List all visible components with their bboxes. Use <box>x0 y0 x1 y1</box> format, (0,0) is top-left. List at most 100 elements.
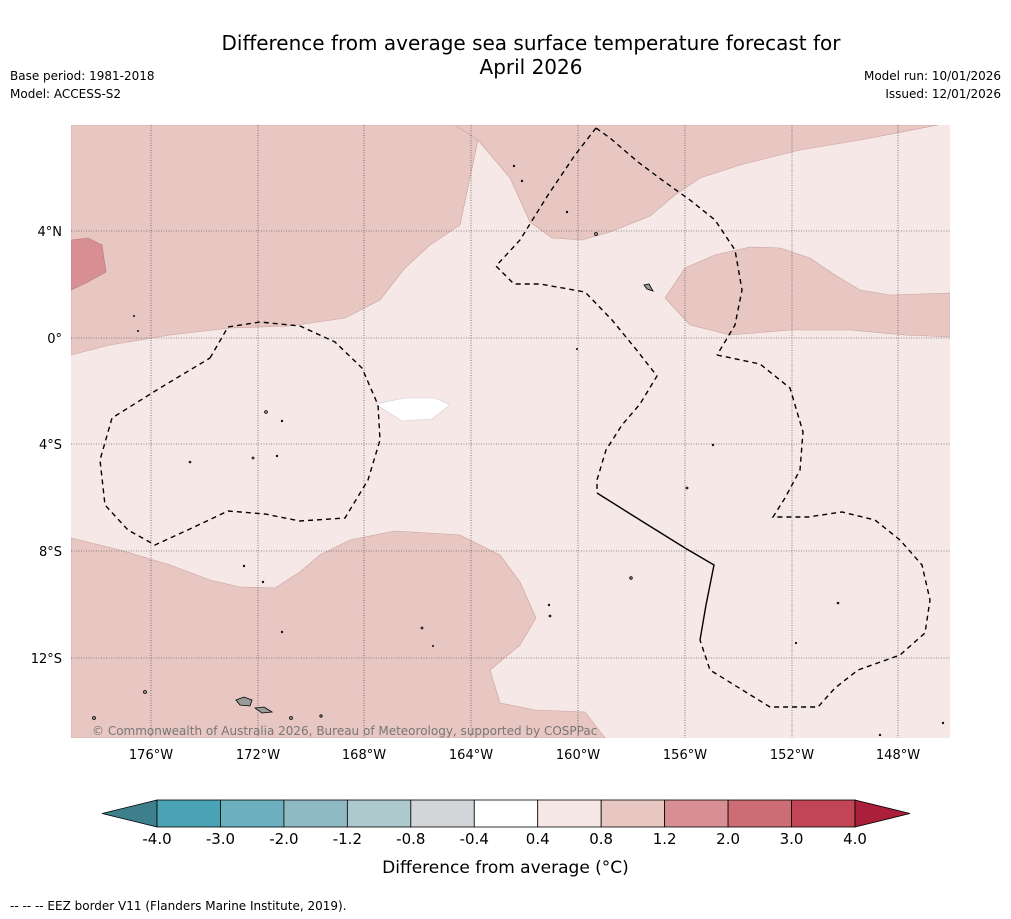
title-line-2: April 2026 <box>479 55 583 79</box>
island <box>512 164 516 168</box>
island <box>143 690 147 694</box>
anomaly-region-warm-patch <box>71 237 107 291</box>
island <box>280 419 284 423</box>
island-savaii <box>235 696 253 707</box>
island <box>547 603 551 607</box>
title-line-1: Difference from average sea surface temp… <box>221 31 841 55</box>
colorbar-ticks: -4.0 -3.0 -2.0 -1.2 -0.8 -0.4 0.4 0.8 1.2 2.0 3.0 4… <box>142 830 867 848</box>
island <box>548 614 552 618</box>
colorbar-tick-label: 0.8 <box>589 830 613 848</box>
eez-border-central <box>495 127 658 493</box>
colorbar-swatch <box>410 799 475 828</box>
lon-label: 168°W <box>342 748 386 763</box>
island <box>280 630 284 634</box>
lat-label: 0° <box>47 332 62 347</box>
colorbar-swatch <box>791 799 856 828</box>
meta-left: Base period: 1981-2018 Model: ACCESS-S2 <box>10 67 155 103</box>
colorbar-swatch <box>600 799 666 828</box>
islands <box>92 164 945 737</box>
lon-label: 160°W <box>556 748 600 763</box>
anomaly-region-east <box>664 246 950 338</box>
island <box>794 641 798 645</box>
colorbar <box>101 799 911 828</box>
lat-label: 4°S <box>39 438 62 453</box>
colorbar-arrow-high <box>854 799 911 828</box>
copyright-text: © Commonwealth of Australia 2026, Bureau… <box>92 724 597 738</box>
island <box>431 645 434 648</box>
lon-label: 148°W <box>876 748 920 763</box>
colorbar-tick-label: 1.2 <box>653 830 677 848</box>
model-name: Model: ACCESS-S2 <box>10 87 122 101</box>
colorbar-tick-label: 2.0 <box>716 830 740 848</box>
island <box>188 460 192 464</box>
colorbar-tick-label: -2.0 <box>269 830 298 848</box>
island <box>685 486 689 490</box>
lon-label: 156°W <box>663 748 707 763</box>
model-run: Model run: 10/01/2026 <box>863 69 1001 83</box>
island <box>594 232 598 236</box>
island <box>289 716 293 720</box>
island <box>242 564 246 568</box>
island <box>711 443 715 447</box>
colorbar-tick-label: -3.0 <box>206 830 235 848</box>
longitude-labels: 176°W 172°W 168°W 164°W 160°W 156°W 152°… <box>129 748 920 763</box>
colorbar-label: Difference from average (°C) <box>382 858 629 878</box>
anomaly-region-neutral <box>374 397 451 422</box>
island <box>319 714 323 718</box>
island-kiritimati <box>643 283 654 292</box>
eez-border-kiribati <box>595 127 743 356</box>
colorbar-swatch <box>220 799 285 828</box>
island <box>251 456 255 460</box>
island <box>520 179 524 183</box>
island <box>836 601 840 605</box>
island <box>136 329 139 332</box>
island <box>261 580 265 584</box>
colorbar-swatch <box>727 799 792 828</box>
lon-label: 152°W <box>770 748 814 763</box>
colorbar-tick-label: -4.0 <box>142 830 171 848</box>
lat-label: 4°N <box>38 225 63 240</box>
issued-date: Issued: 12/01/2026 <box>885 87 1001 101</box>
gridlines <box>71 125 950 738</box>
colorbar-tick-label: -1.2 <box>333 830 362 848</box>
eez-border-tokelau <box>99 321 381 546</box>
maritime-border-solid <box>596 492 715 641</box>
colorbar-tick-label: -0.8 <box>396 830 425 848</box>
colorbar-arrow-low <box>101 799 158 828</box>
eez-borders <box>99 127 931 708</box>
colorbar-tick-label: 4.0 <box>843 830 867 848</box>
island <box>941 721 945 725</box>
colorbar-swatch <box>346 799 412 828</box>
colorbar-tick-label: -0.4 <box>460 830 489 848</box>
island <box>264 410 268 414</box>
lat-label: 12°S <box>31 652 62 667</box>
colorbar-swatch <box>156 799 221 828</box>
latitude-labels: 4°N 0° 4°S 8°S 12°S <box>31 225 62 667</box>
lon-label: 176°W <box>129 748 173 763</box>
anomaly-region-southwest <box>71 530 606 738</box>
anomaly-region-northwest <box>71 125 939 356</box>
lon-label: 164°W <box>449 748 493 763</box>
island-upolu <box>253 706 274 714</box>
island <box>132 314 135 317</box>
island <box>629 576 633 580</box>
map-area: © Commonwealth of Australia 2026, Bureau… <box>71 125 950 738</box>
colorbar-tick-label: 0.4 <box>526 830 550 848</box>
colorbar-swatch <box>664 799 729 828</box>
island <box>878 733 882 737</box>
eez-border-cook <box>699 354 931 708</box>
colorbar-swatch <box>537 799 602 828</box>
colorbar-tick-label: 3.0 <box>780 830 804 848</box>
eez-legend-footnote: -- -- -- EEZ border V11 (Flanders Marine… <box>10 899 347 913</box>
meta-right: Model run: 10/01/2026 Issued: 12/01/2026 <box>864 67 1001 103</box>
colorbar-swatch <box>473 799 539 828</box>
map-title: Difference from average sea surface temp… <box>150 31 912 79</box>
colorbar-swatch <box>283 799 348 828</box>
island <box>92 716 96 720</box>
island <box>576 347 579 350</box>
lat-label: 8°S <box>39 545 62 560</box>
lon-label: 172°W <box>236 748 280 763</box>
island <box>565 210 569 214</box>
island <box>420 626 424 630</box>
